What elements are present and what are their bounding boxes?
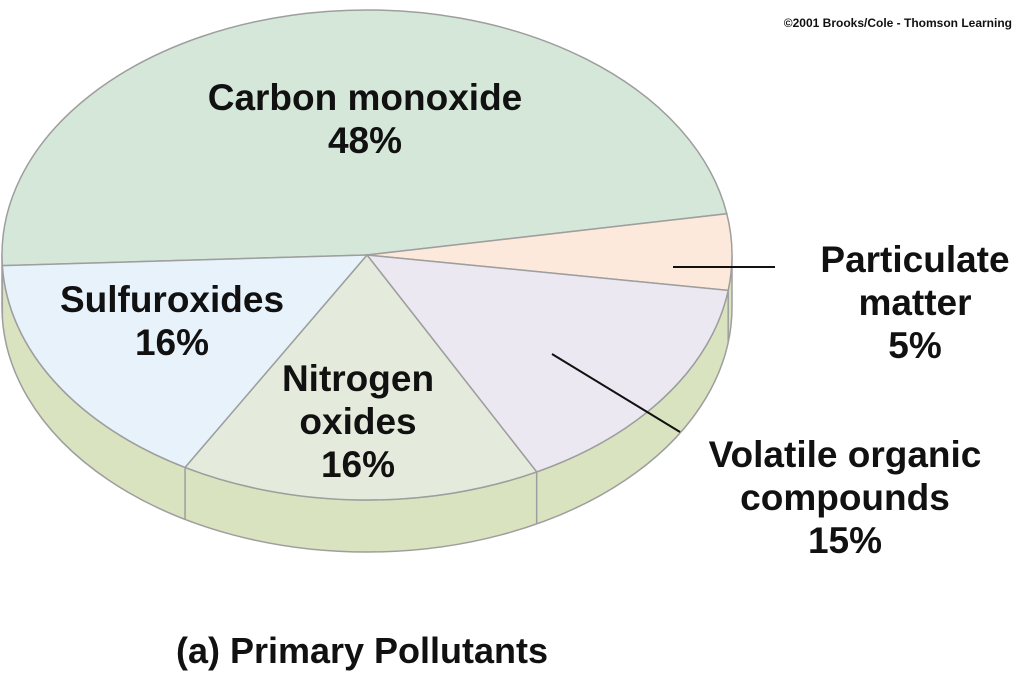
value-label-volatile-organic: 15% xyxy=(808,520,882,561)
category-label-carbon-monoxide: Carbon monoxide xyxy=(208,77,523,118)
value-label-carbon-monoxide: 48% xyxy=(328,120,402,161)
category-label-sulfuroxides: Sulfuroxides xyxy=(60,279,284,320)
category-label-volatile-organic: compounds xyxy=(740,477,950,518)
category-label-nitrogen-oxides: Nitrogen xyxy=(282,358,434,399)
value-label-particulate-matter: 5% xyxy=(888,325,941,366)
copyright-notice: ©2001 Brooks/Cole - Thomson Learning xyxy=(784,16,1012,30)
leader-line-volatile-organic xyxy=(551,353,681,433)
category-label-particulate-matter: matter xyxy=(858,282,971,323)
value-label-sulfuroxides: 16% xyxy=(135,322,209,363)
pie-slice-nitrogen-oxides xyxy=(183,253,538,501)
pie-slice-carbon-monoxide xyxy=(1,9,728,267)
category-label-volatile-organic: Volatile organic xyxy=(709,434,982,475)
pie-layer xyxy=(1,9,733,553)
value-label-nitrogen-oxides: 16% xyxy=(321,444,395,485)
category-label-nitrogen-oxides: oxides xyxy=(299,401,416,442)
chart-caption: (a) Primary Pollutants xyxy=(176,630,548,671)
category-label-particulate-matter: Particulate xyxy=(820,239,1009,280)
pie-slice-volatile-organic xyxy=(365,254,730,473)
pie-slice-sulfuroxides xyxy=(1,254,369,469)
leader-lines xyxy=(551,266,775,433)
